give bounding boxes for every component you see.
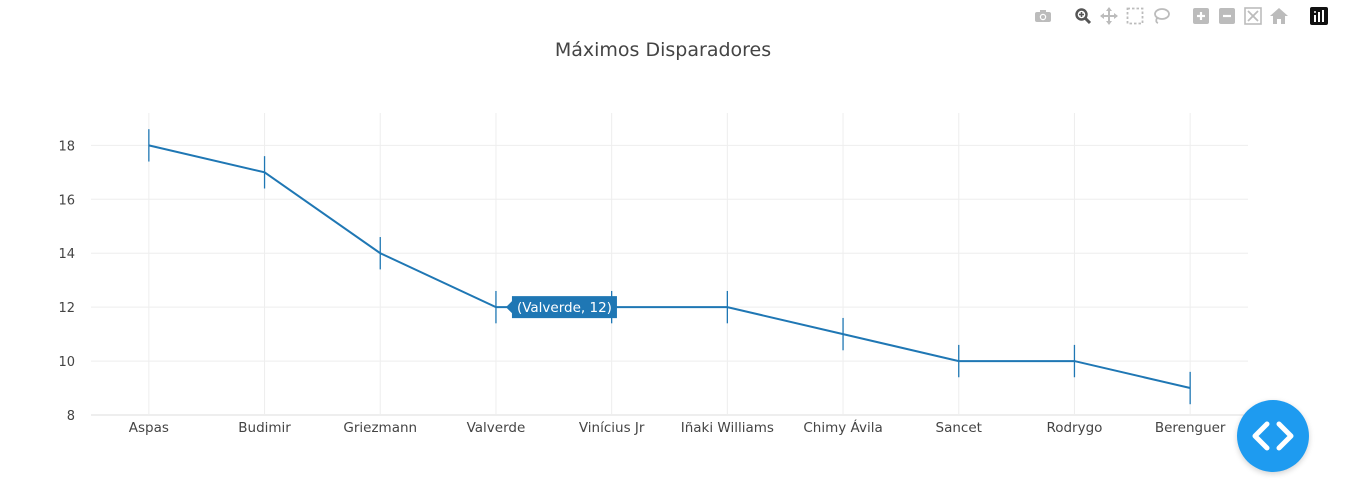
zoom-out-icon[interactable] bbox=[1216, 6, 1238, 26]
x-tick-label: Aspas bbox=[129, 420, 169, 436]
y-tick-label: 12 bbox=[58, 301, 75, 316]
plotly-logo-icon[interactable] bbox=[1308, 6, 1330, 26]
y-tick-label: 18 bbox=[58, 139, 75, 154]
x-tick-label: Sancet bbox=[936, 420, 982, 436]
x-tick-label: Rodrygo bbox=[1046, 420, 1102, 436]
x-tick-label: Chimy Ávila bbox=[803, 419, 882, 436]
camera-icon[interactable] bbox=[1032, 6, 1054, 26]
code-toggle-button[interactable] bbox=[1237, 400, 1309, 472]
x-tick-label: Griezmann bbox=[343, 420, 417, 436]
x-tick-label: Iñaki Williams bbox=[681, 420, 774, 436]
series-line bbox=[148, 144, 1191, 390]
hover-tooltip: (Valverde, 12) bbox=[505, 296, 617, 319]
y-tick-label: 10 bbox=[58, 355, 75, 370]
zoom-icon[interactable] bbox=[1072, 6, 1094, 26]
chart-title: Máximos Disparadores bbox=[555, 39, 771, 61]
x-tick-label: Budimir bbox=[238, 420, 291, 436]
autoscale-icon[interactable] bbox=[1242, 6, 1264, 26]
hover-tooltip-text: (Valverde, 12) bbox=[517, 300, 612, 316]
y-tick-label: 16 bbox=[58, 193, 75, 208]
lasso-icon[interactable] bbox=[1150, 6, 1172, 26]
modebar bbox=[1032, 6, 1330, 26]
hover-tooltip-box bbox=[505, 296, 617, 319]
reset-axes-icon[interactable] bbox=[1268, 6, 1290, 26]
x-tick-label: Vinícius Jr bbox=[579, 420, 645, 436]
pan-icon[interactable] bbox=[1098, 6, 1120, 26]
x-tick-label: Valverde bbox=[467, 420, 526, 436]
y-tick-label: 8 bbox=[67, 409, 75, 424]
box-select-icon[interactable] bbox=[1124, 6, 1146, 26]
y-tick-label: 14 bbox=[58, 247, 75, 262]
x-tick-label: Berenguer bbox=[1155, 420, 1226, 436]
zoom-in-icon[interactable] bbox=[1190, 6, 1212, 26]
code-brackets-icon bbox=[1252, 421, 1294, 451]
